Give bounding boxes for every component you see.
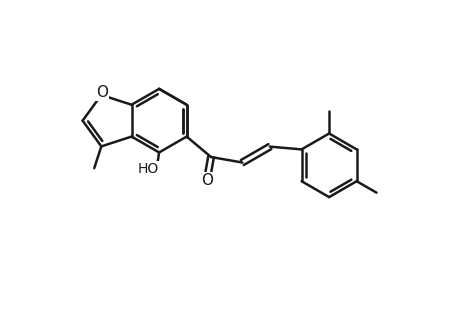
Text: O: O: [96, 85, 108, 100]
Text: O: O: [201, 173, 213, 188]
Text: HO: HO: [138, 162, 159, 176]
